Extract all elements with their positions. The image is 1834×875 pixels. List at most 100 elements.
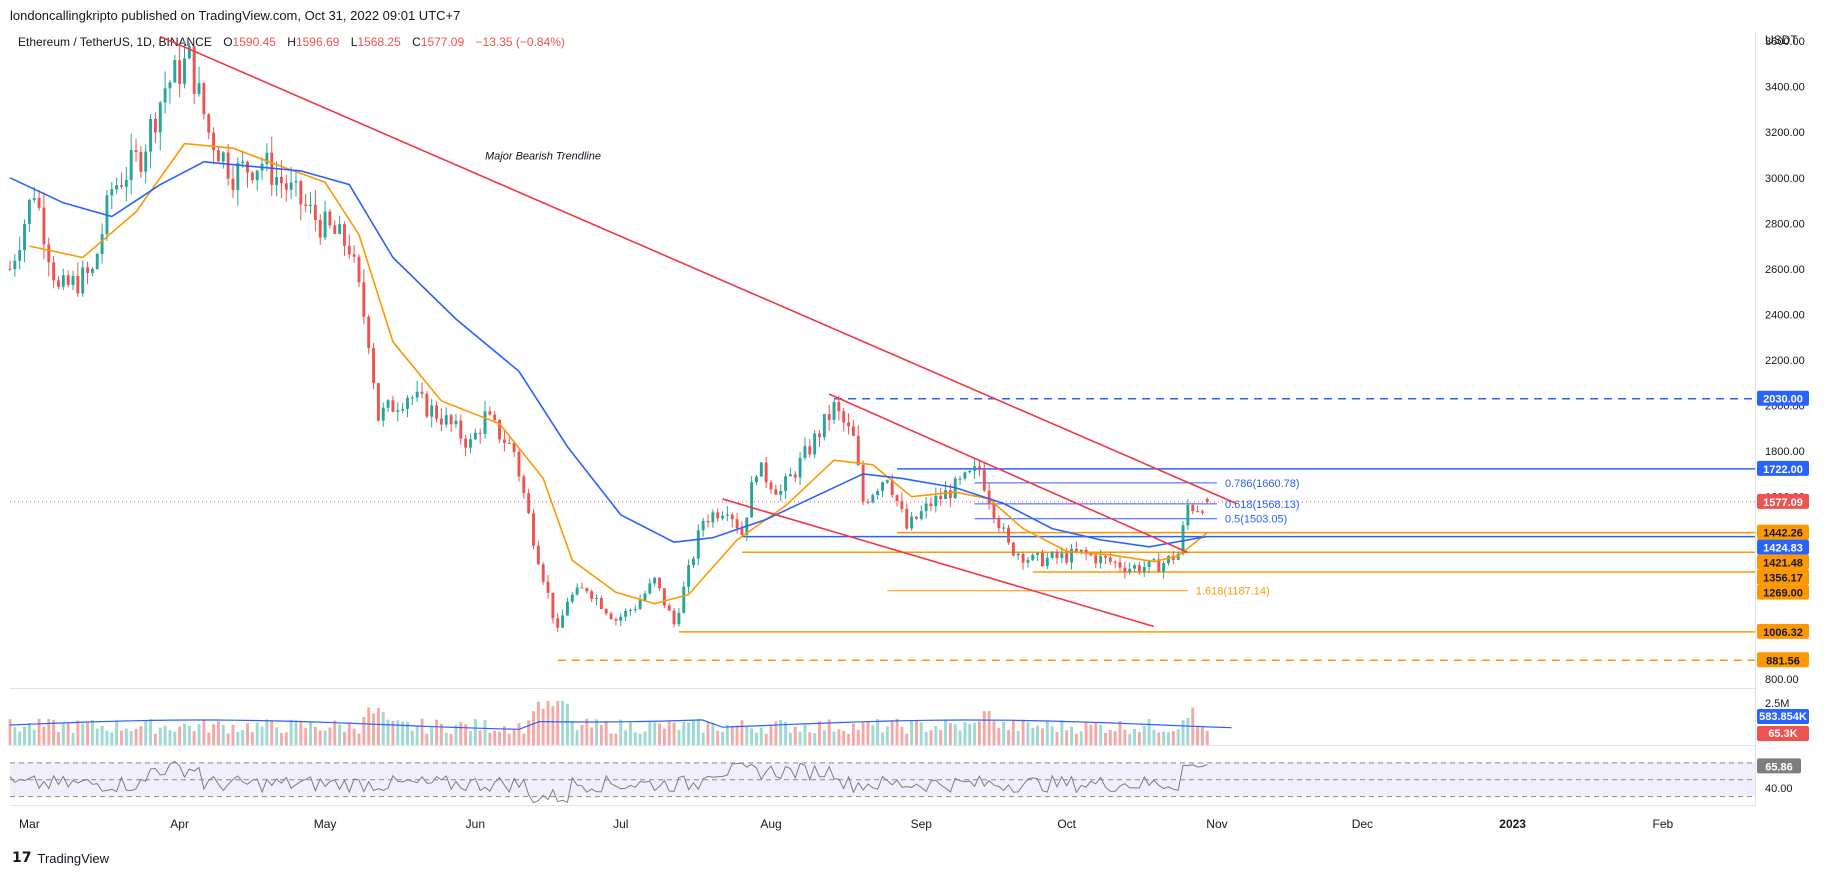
publisher-header: londoncallingkripto published on Trading… — [10, 8, 461, 23]
candle-body-0 — [8, 268, 12, 270]
candle-body-69 — [343, 224, 346, 246]
volume-bar-206 — [1007, 729, 1010, 745]
volume-bar-87 — [430, 726, 434, 745]
time-axis[interactable]: Mar Apr May Jun Jul Aug Sep Oct Nov Dec 2023 Feb — [10, 806, 1755, 844]
y-tick-6: 2400.00 — [1765, 309, 1805, 321]
volume-bar-216 — [1055, 731, 1059, 745]
candle-body-139 — [682, 586, 686, 613]
volume-ma-badge — [1757, 709, 1809, 724]
volume-bar-175 — [856, 729, 860, 745]
volume-bar-125 — [614, 733, 618, 745]
candle-body-13 — [71, 275, 75, 286]
candle-body-205 — [1002, 527, 1006, 529]
candle-body-72 — [357, 256, 361, 283]
volume-bar-115 — [565, 703, 569, 745]
candle-body-246 — [1200, 511, 1204, 513]
candle-body-126 — [619, 616, 623, 621]
volume-last-badge — [1757, 726, 1809, 741]
volume-bar-120 — [590, 727, 594, 745]
candle-body-216 — [1055, 552, 1059, 559]
volume-bar-165 — [808, 732, 812, 745]
x-tick-6: Sep — [911, 817, 933, 831]
candle-body-56 — [279, 176, 283, 184]
candle-body-17 — [90, 268, 94, 274]
trendline-0 — [159, 35, 1237, 505]
low-value: 1568.25 — [357, 35, 401, 49]
change-value: −13.35 (−0.84%) — [475, 35, 565, 49]
candle-body-219 — [1070, 548, 1073, 563]
candle-body-92 — [454, 420, 458, 425]
volume-bar-171 — [837, 729, 841, 745]
volume-bar-111 — [546, 701, 550, 745]
candle-body-71 — [352, 254, 356, 257]
volume-bar-67 — [333, 720, 337, 745]
volume-bar-203 — [992, 720, 996, 745]
rsi-pane[interactable]: 65.86 40.00 — [9, 746, 1801, 806]
volume-bar-174 — [851, 723, 855, 745]
volume-bar-52 — [260, 726, 264, 745]
candle-body-218 — [1065, 553, 1069, 563]
candle-body-12 — [66, 275, 70, 286]
price-chart-svg: 0.786(1660.78) 0.618(1568.13) 0.5(1503.05)… — [8, 35, 1809, 686]
volume-bar-39 — [197, 724, 201, 745]
volume-bar-231 — [1128, 733, 1132, 745]
candle-body-186 — [910, 516, 914, 529]
volume-bar-217 — [1060, 720, 1064, 745]
candle-body-239 — [1167, 555, 1170, 564]
volume-bar-63 — [313, 726, 317, 745]
volume-bar-80 — [396, 720, 400, 745]
volume-bar-208 — [1016, 730, 1020, 745]
candle-body-147 — [721, 515, 724, 519]
volume-bar-151 — [740, 720, 744, 745]
x-tick-8: Nov — [1206, 817, 1227, 831]
volume-bar-66 — [328, 727, 332, 745]
volume-bar-26 — [134, 728, 138, 745]
volume-bar-119 — [585, 718, 589, 745]
price-pane[interactable]: 0.786(1660.78) 0.618(1568.13) 0.5(1503.05)… — [8, 32, 1809, 689]
candle-body-43 — [216, 150, 220, 162]
y-tick-5: 2600.00 — [1765, 264, 1805, 276]
price-badge-text-5: 1421.48 — [1763, 558, 1803, 570]
volume-bar-191 — [934, 726, 938, 745]
moving-average-0 — [29, 142, 1208, 605]
candle-body-133 — [653, 577, 657, 584]
volume-bar-22 — [115, 720, 119, 745]
volume-bar-0 — [8, 719, 12, 745]
candle-body-106 — [522, 476, 526, 494]
volume-bar-83 — [410, 730, 414, 745]
candle-body-155 — [759, 462, 763, 477]
price-badge-text-3: 1442.26 — [1763, 528, 1803, 540]
x-tick-5: Aug — [760, 817, 781, 831]
candle-body-48 — [241, 161, 245, 164]
high-value: 1596.69 — [295, 35, 340, 49]
price-badge-1 — [1757, 460, 1809, 476]
volume-bar-7 — [42, 726, 46, 745]
volume-bar-16 — [86, 722, 90, 745]
candle-body-201 — [982, 469, 986, 491]
candle-body-180 — [881, 482, 884, 492]
price-badge-5 — [1757, 554, 1809, 570]
volume-bar-224 — [1094, 723, 1098, 745]
candle-body-49 — [246, 161, 249, 173]
footer-brand: 17 TradingView — [12, 850, 109, 866]
volume-bar-133 — [653, 722, 657, 745]
candle-body-6 — [37, 198, 41, 208]
candle-body-138 — [677, 612, 681, 625]
price-badge-8 — [1757, 623, 1809, 639]
candle-body-4 — [27, 199, 31, 224]
candle-body-241 — [1176, 553, 1180, 560]
volume-bar-146 — [716, 730, 720, 745]
candle-body-235 — [1147, 560, 1151, 568]
volume-bar-11 — [61, 723, 65, 745]
volume-last-badge-text: 65.3K — [1768, 728, 1797, 740]
volume-bar-95 — [469, 731, 472, 745]
volume-bar-82 — [406, 722, 409, 745]
candle-body-27 — [139, 152, 143, 172]
volume-bar-198 — [968, 723, 972, 745]
volume-bar-210 — [1026, 722, 1030, 745]
volume-pane[interactable]: 2.5M 583.854K 65.3K — [8, 689, 1809, 746]
candle-body-118 — [580, 587, 584, 589]
volume-bar-209 — [1021, 719, 1025, 745]
candle-body-78 — [386, 400, 390, 408]
volume-bar-93 — [459, 722, 463, 745]
